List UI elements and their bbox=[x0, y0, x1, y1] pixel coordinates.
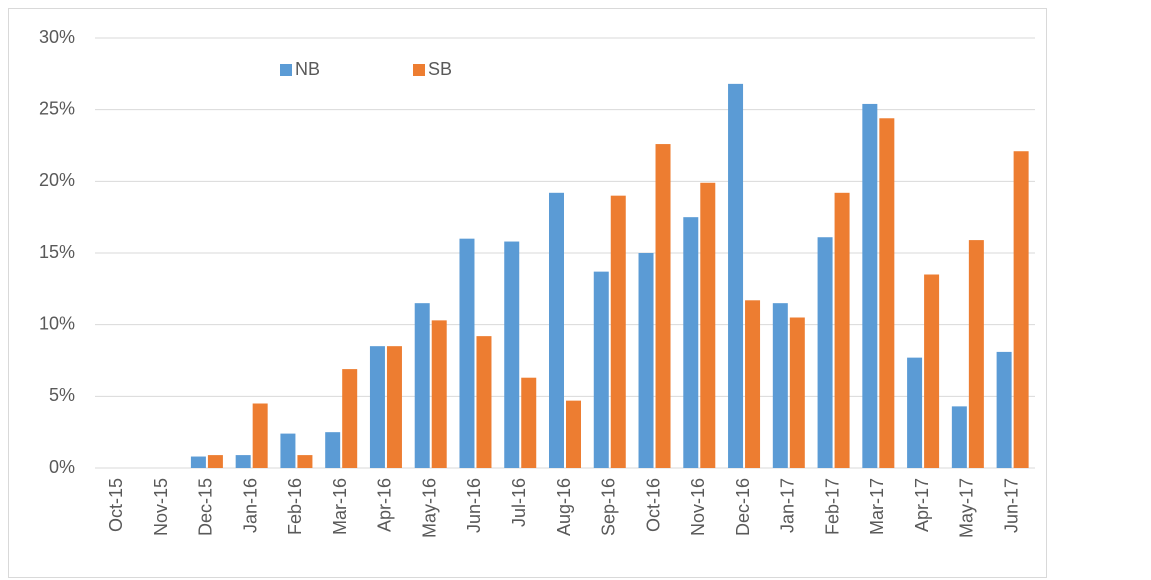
y-tick-label: 25% bbox=[39, 98, 75, 118]
bar bbox=[593, 271, 609, 468]
bar bbox=[834, 192, 850, 469]
x-tick-label: May-17 bbox=[957, 478, 977, 538]
x-tick-label: Dec-16 bbox=[733, 478, 753, 536]
bar bbox=[745, 300, 761, 468]
legend-label: NB bbox=[295, 59, 320, 79]
x-tick-label: Oct-15 bbox=[106, 478, 126, 532]
bar bbox=[683, 217, 699, 468]
x-tick-label: Jul-16 bbox=[509, 478, 529, 527]
x-tick-label: Jan-17 bbox=[778, 478, 798, 533]
bar bbox=[566, 400, 581, 468]
bar bbox=[655, 144, 671, 469]
bar bbox=[1013, 151, 1029, 468]
bar bbox=[369, 346, 385, 468]
bar bbox=[907, 357, 923, 468]
bar bbox=[459, 238, 475, 468]
x-tick-label: Apr-17 bbox=[912, 478, 932, 532]
x-tick-label: Jun-17 bbox=[1001, 478, 1021, 533]
bar bbox=[924, 274, 940, 468]
legend-swatch bbox=[280, 64, 292, 76]
bar bbox=[772, 303, 788, 468]
x-tick-label: Feb-17 bbox=[822, 478, 842, 535]
legend-swatch bbox=[413, 64, 425, 76]
bar bbox=[235, 455, 251, 468]
bar bbox=[728, 83, 744, 468]
y-tick-label: 5% bbox=[49, 385, 75, 405]
bar bbox=[610, 195, 626, 468]
bar bbox=[549, 192, 564, 469]
y-tick-label: 15% bbox=[39, 242, 75, 262]
bar bbox=[817, 237, 833, 468]
x-tick-label: Oct-16 bbox=[643, 478, 663, 532]
x-tick-label: Apr-16 bbox=[375, 478, 395, 532]
bar bbox=[252, 403, 268, 468]
bar bbox=[879, 118, 895, 469]
bar bbox=[996, 351, 1012, 468]
y-tick-label: 10% bbox=[39, 313, 75, 333]
bar bbox=[207, 455, 223, 468]
x-tick-label: Jun-16 bbox=[464, 478, 484, 533]
bar bbox=[968, 240, 984, 468]
bar bbox=[476, 336, 492, 468]
x-tick-label: Aug-16 bbox=[554, 478, 574, 536]
bar bbox=[280, 433, 296, 468]
x-tick-label: Dec-15 bbox=[196, 478, 216, 536]
x-tick-label: Feb-16 bbox=[285, 478, 305, 535]
y-tick-label: 20% bbox=[39, 170, 75, 190]
bar bbox=[342, 369, 358, 468]
bar bbox=[504, 241, 520, 468]
bar bbox=[862, 103, 878, 468]
bar bbox=[297, 455, 313, 468]
x-tick-label: May-16 bbox=[419, 478, 439, 538]
bar bbox=[789, 317, 805, 468]
x-tick-label: Nov-16 bbox=[688, 478, 708, 536]
bar bbox=[951, 406, 967, 468]
bar bbox=[700, 182, 716, 468]
bar bbox=[190, 456, 206, 468]
y-tick-label: 0% bbox=[49, 457, 75, 477]
x-tick-label: Mar-17 bbox=[867, 478, 887, 535]
bar bbox=[386, 346, 402, 468]
bar bbox=[638, 253, 654, 468]
y-tick-label: 30% bbox=[39, 27, 75, 47]
x-tick-label: Jan-16 bbox=[240, 478, 260, 533]
legend-label: SB bbox=[428, 59, 452, 79]
x-tick-label: Mar-16 bbox=[330, 478, 350, 535]
bar bbox=[414, 303, 430, 468]
bar bbox=[325, 432, 341, 468]
bar bbox=[431, 320, 447, 468]
bar bbox=[521, 377, 537, 468]
x-tick-label: Nov-15 bbox=[151, 478, 171, 536]
x-tick-label: Sep-16 bbox=[599, 478, 619, 536]
